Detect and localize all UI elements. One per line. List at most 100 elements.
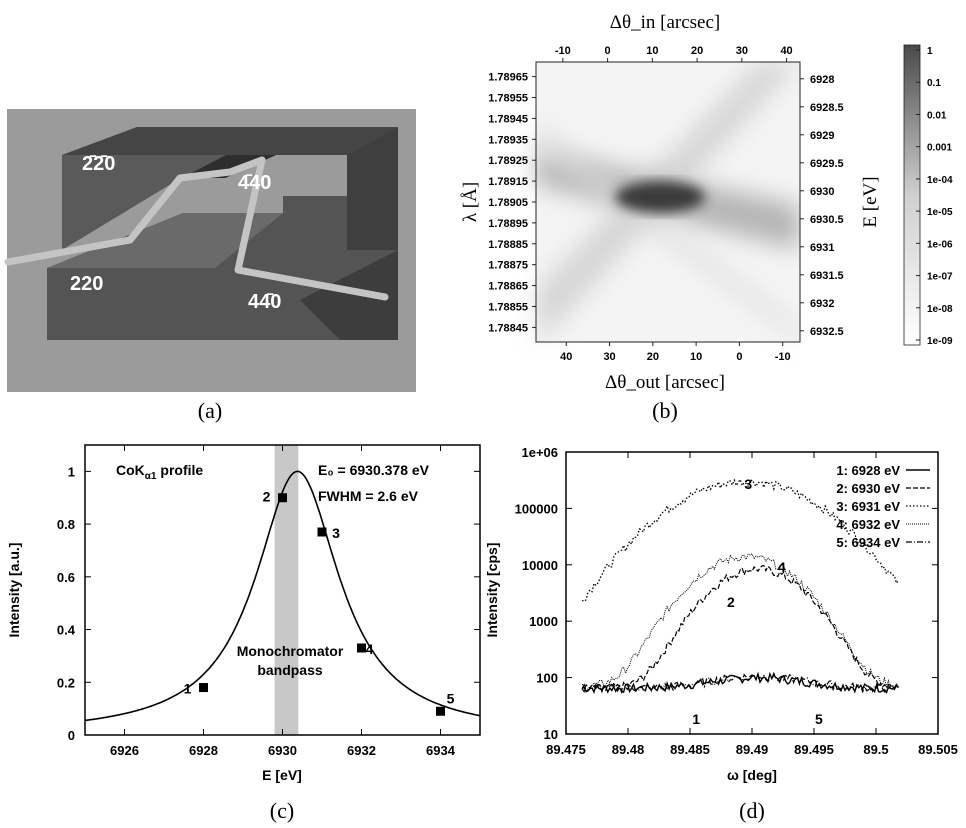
heatmap-axes: -10 0 10 20 30 40 40 30 20 10 0 -10 1.78965 1.78955 1.… [488, 45, 843, 363]
panel-d: 89.475 89.48 89.485 89.49 89.495 89.5 89.505 10… [484, 445, 958, 823]
heatmap-bottom-tick-label: 10 [690, 351, 702, 363]
lorentzian-profile-line [85, 470, 480, 722]
c-x-tick-label: 6928 [189, 743, 218, 758]
colorbar-tick-label: 0.01 [927, 110, 947, 121]
heatmap-left-tick-label: 1.78945 [488, 113, 528, 125]
panel-a: 2̄2̄0 4̄40 220 44̄0 (a) [4, 109, 416, 423]
colorbar-tick-label: 1e-09 [927, 336, 953, 347]
bandpass-label-1: Monochromator [237, 643, 344, 659]
colorbar-ticks: 1 0.1 0.01 0.001 1e-04 1e-05 1e-06 1e-07 1e-08 1e… [916, 46, 953, 347]
profile-point-label: 3 [332, 525, 340, 541]
d-x-tick-label: 89.475 [546, 742, 586, 757]
d-x-tick-label: 89.505 [918, 742, 958, 757]
c-y-tick-label: 0 [68, 728, 75, 743]
heatmap-bottom-tick-label: 20 [647, 351, 659, 363]
profile-axes: 6926 6928 6930 6932 6934 0 0.2 0.4 0.6 0.8 1 [57, 445, 480, 758]
heatmap-bottom-tick-label: -10 [775, 351, 791, 363]
rocking-curve-line [581, 565, 899, 693]
d-y-tick-label: 1e+06 [521, 445, 558, 460]
heatmap-right-tick-label: 6932.5 [810, 326, 844, 338]
panel-d-label: (d) [739, 798, 765, 823]
fwhm-text: FWHM = 2.6 eV [318, 488, 419, 504]
legend-entry-label: 4: 6932 eV [836, 517, 900, 532]
bandpass-label-2: bandpass [257, 662, 323, 678]
heatmap-left-tick-label: 1.78965 [488, 72, 528, 84]
colorbar [903, 44, 921, 346]
rocking-curve-line [581, 478, 899, 603]
profile-point-marker [317, 527, 327, 537]
heatmap-left-tick-label: 1.78875 [488, 260, 528, 272]
colorbar-tick-label: 1e-08 [927, 304, 953, 315]
heatmap-left-tick-label: 1.78895 [488, 218, 528, 230]
heatmap-ylabel-right: E [eV] [860, 176, 881, 227]
legend-entry-label: 5: 6934 eV [836, 535, 900, 550]
c-y-tick-label: 1 [68, 464, 75, 479]
heatmap-right-tick-label: 6931 [810, 242, 834, 254]
colorbar-tick-label: 1e-06 [927, 239, 953, 250]
heatmap-left-tick-label: 1.78955 [488, 93, 528, 105]
profile-point-marker [199, 683, 208, 693]
heatmap-left-tick-label: 1.78925 [488, 155, 528, 167]
crystal-label-4: 44̄0 [248, 291, 281, 313]
profile-label: CoKα1 profile [116, 462, 203, 482]
colorbar-tick-label: 0.001 [927, 143, 952, 154]
c-x-tick-label: 6930 [268, 743, 297, 758]
curve-labels: 1 2 3 4 5 [692, 476, 823, 727]
colorbar-tick-label: 1e-05 [927, 207, 953, 218]
heatmap-top-tick-label: -10 [555, 45, 571, 57]
heatmap-left-tick-label: 1.78865 [488, 281, 528, 293]
e0-text: E₀ = 6930.378 eV [318, 462, 430, 478]
rocking-curve-line [581, 671, 899, 694]
c-y-tick-label: 0.8 [57, 517, 75, 532]
heatmap-top-tick-label: 30 [736, 45, 748, 57]
profile-point-marker [278, 493, 287, 503]
heatmap-left-tick-label: 1.78905 [488, 197, 528, 209]
legend-entry-label: 2: 6930 eV [836, 481, 900, 496]
panel-a-label: (a) [198, 398, 222, 423]
legend: 1: 6928 eV 2: 6930 eV 3: 6931 eV 4: 6932 eV… [836, 463, 930, 550]
panel-b-label: (b) [652, 398, 678, 423]
curve-number-label: 4 [778, 559, 786, 575]
profile-point-label: 2 [263, 489, 271, 505]
crystal-label-3: 220 [70, 273, 103, 295]
curve-number-label: 2 [727, 594, 735, 610]
heatmap-band-tail [536, 120, 800, 342]
colorbar-tick-label: 1e-07 [927, 272, 953, 283]
heatmap-xlabel-bottom: Δθ_out [arcsec] [605, 372, 725, 393]
heatmap-right-tick-label: 6931.5 [810, 270, 844, 282]
c-y-tick-label: 0.2 [57, 675, 75, 690]
rocking-axes: 89.475 89.48 89.485 89.49 89.495 89.5 89.505 10… [515, 445, 958, 757]
heatmap-right-tick-label: 6929 [810, 130, 834, 142]
heatmap-top-tick-label: 10 [646, 45, 658, 57]
c-x-tick-label: 6932 [347, 743, 376, 758]
heatmap-left-tick-label: 1.78885 [488, 239, 528, 251]
d-x-tick-label: 89.48 [612, 742, 645, 757]
legend-entry-label: 1: 6928 eV [836, 463, 900, 478]
heatmap-right-tick-label: 6929.5 [810, 158, 844, 170]
d-x-tick-label: 89.49 [736, 742, 769, 757]
panel-b: -10 0 10 20 30 40 40 30 20 10 0 -10 1.78965 1.78955 1.… [460, 12, 953, 423]
profile-point-label: 1 [184, 681, 192, 697]
heatmap-left-tick-label: 1.78855 [488, 301, 528, 313]
heatmap-top-tick-label: 40 [780, 45, 792, 57]
c-y-tick-label: 0.4 [57, 623, 76, 638]
profile-point-label: 5 [447, 690, 455, 706]
crystal-label-2: 4̄40 [238, 172, 271, 194]
bandpass-band [274, 445, 299, 735]
c-x-tick-label: 6926 [110, 743, 139, 758]
d-x-tick-label: 89.5 [863, 742, 888, 757]
heatmap-top-tick-label: 20 [691, 45, 703, 57]
c-ylabel: Intensity [a.u.] [6, 543, 22, 638]
heatmap-peak [615, 181, 705, 213]
curve-number-label: 5 [815, 711, 823, 727]
d-ylabel: Intensity [cps] [484, 543, 500, 638]
d-y-tick-label: 1000 [529, 614, 558, 629]
d-xlabel: ω [deg] [727, 767, 777, 783]
heatmap-right-tick-label: 6932 [810, 298, 834, 310]
profile-point-marker [436, 706, 445, 716]
heatmap-right-tick-label: 6930 [810, 186, 834, 198]
d-x-tick-label: 89.495 [794, 742, 834, 757]
curve-number-label: 3 [744, 476, 752, 492]
heatmap-left-tick-label: 1.78915 [488, 176, 528, 188]
heatmap-bottom-tick-label: 40 [560, 351, 572, 363]
